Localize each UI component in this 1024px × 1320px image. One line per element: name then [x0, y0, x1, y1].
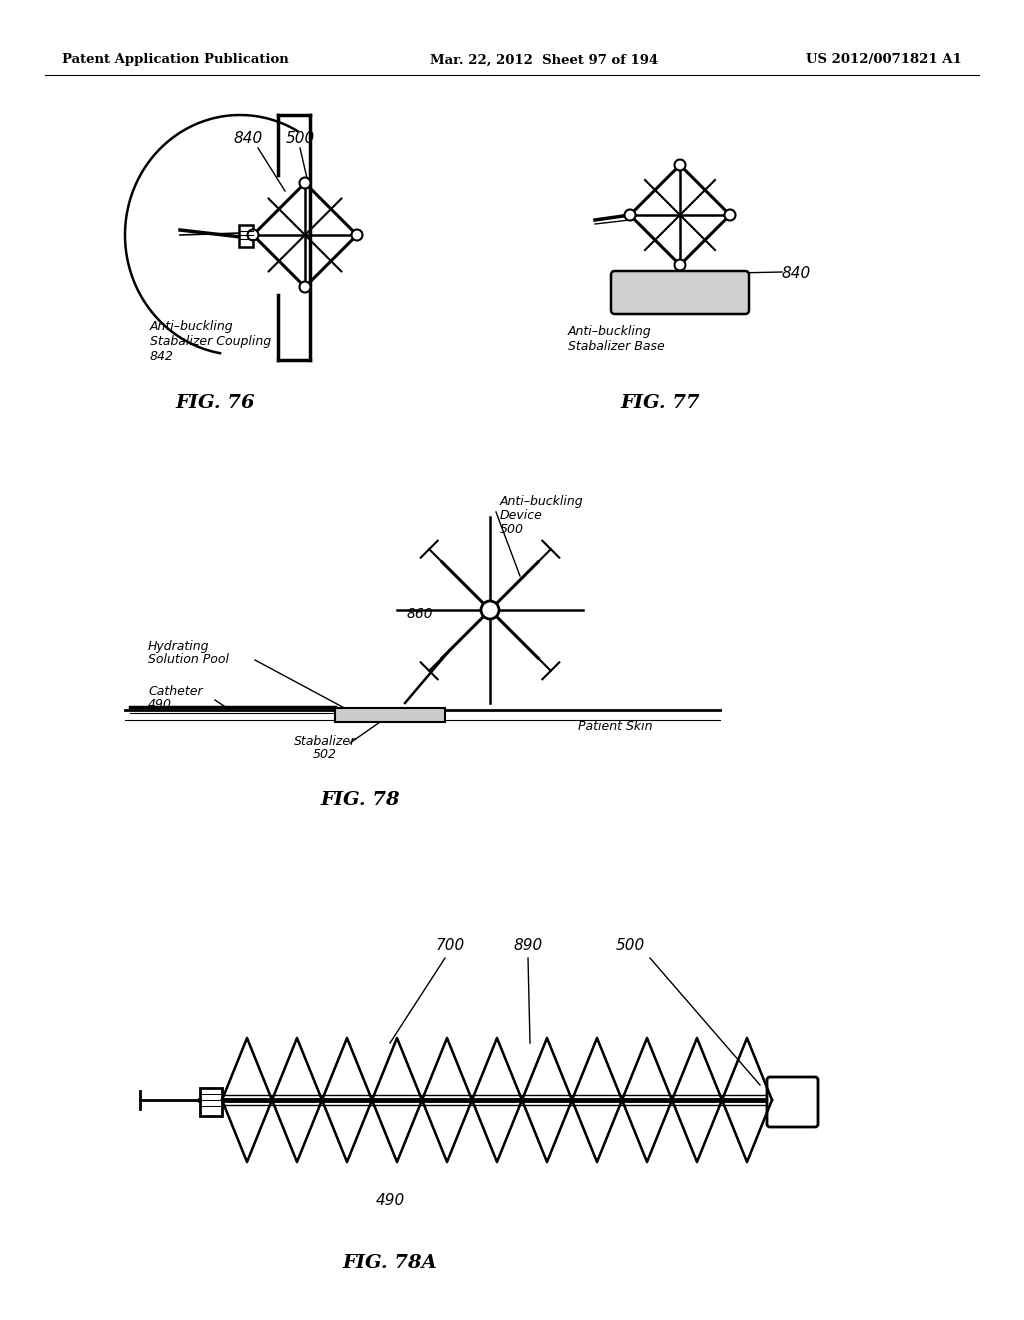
Text: Device: Device: [500, 510, 543, 521]
Circle shape: [299, 281, 310, 293]
Text: FIG. 77: FIG. 77: [621, 393, 699, 412]
Circle shape: [248, 230, 258, 240]
Text: 490: 490: [376, 1193, 404, 1208]
Text: Mar. 22, 2012  Sheet 97 of 194: Mar. 22, 2012 Sheet 97 of 194: [430, 54, 658, 66]
Text: Solution Pool: Solution Pool: [148, 653, 229, 667]
Text: 500: 500: [615, 939, 645, 953]
Text: Anti–buckling: Anti–buckling: [150, 319, 233, 333]
Text: 890: 890: [513, 939, 543, 953]
Circle shape: [675, 260, 685, 271]
Text: 502: 502: [313, 748, 337, 762]
FancyBboxPatch shape: [767, 1077, 818, 1127]
Text: Patient Skin: Patient Skin: [578, 719, 652, 733]
Text: 490: 490: [148, 698, 172, 711]
Text: Stabalizer Base: Stabalizer Base: [568, 341, 665, 352]
FancyBboxPatch shape: [611, 271, 749, 314]
Text: 700: 700: [435, 939, 465, 953]
Text: 840: 840: [233, 131, 262, 147]
Circle shape: [675, 160, 685, 170]
Text: Stabalizer Coupling: Stabalizer Coupling: [150, 335, 271, 348]
Text: Stabalizer: Stabalizer: [294, 735, 356, 748]
Circle shape: [481, 601, 499, 619]
Text: FIG. 76: FIG. 76: [175, 393, 255, 412]
Bar: [335, 708, 445, 722]
Circle shape: [351, 230, 362, 240]
Circle shape: [299, 177, 310, 189]
Text: Anti–buckling: Anti–buckling: [500, 495, 584, 508]
Bar: [200, 1088, 222, 1115]
Text: 860: 860: [407, 607, 433, 620]
Text: 842: 842: [150, 350, 174, 363]
Bar: [239, 224, 253, 247]
Text: Anti–buckling: Anti–buckling: [568, 325, 651, 338]
Text: 500: 500: [500, 523, 524, 536]
Text: 840: 840: [782, 267, 811, 281]
Circle shape: [625, 210, 636, 220]
Text: Catheter: Catheter: [148, 685, 203, 698]
Text: 500: 500: [286, 131, 314, 147]
Text: FIG. 78: FIG. 78: [321, 791, 399, 809]
Text: Patent Application Publication: Patent Application Publication: [62, 54, 289, 66]
Circle shape: [725, 210, 735, 220]
Text: FIG. 78A: FIG. 78A: [343, 1254, 437, 1272]
Text: US 2012/0071821 A1: US 2012/0071821 A1: [806, 54, 962, 66]
Text: Hydrating: Hydrating: [148, 640, 210, 653]
